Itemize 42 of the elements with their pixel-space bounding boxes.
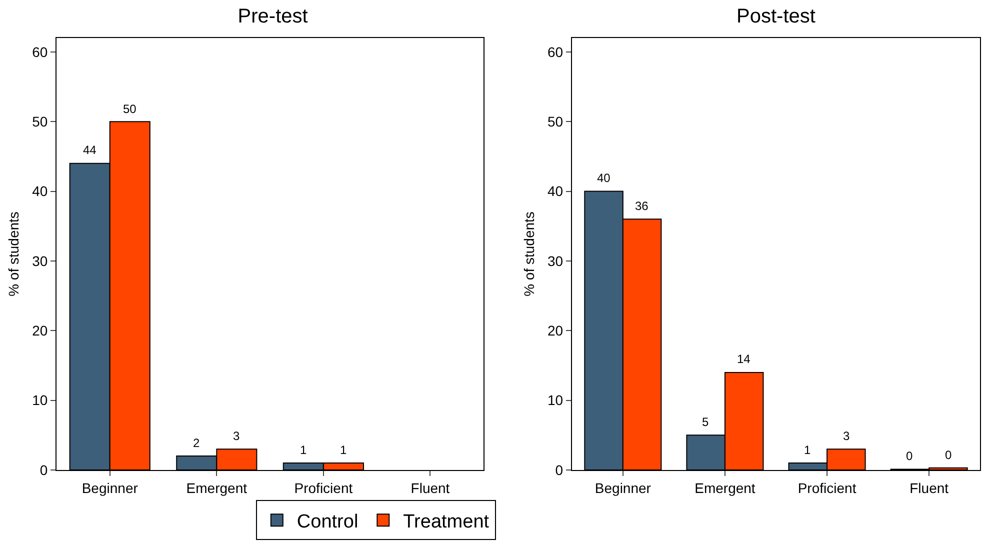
data-label: 2 <box>193 436 200 450</box>
legend-label: Treatment <box>403 512 490 532</box>
y-tick-label: 60 <box>32 44 48 60</box>
x-tick-label: Fluent <box>410 480 450 496</box>
y-tick-label: 10 <box>32 392 48 408</box>
data-label: 1 <box>804 443 811 457</box>
x-tick-label: Proficient <box>294 480 353 496</box>
data-label: 3 <box>843 429 850 443</box>
x-tick-label: Emergent <box>694 480 756 496</box>
y-tick-label: 30 <box>32 252 48 269</box>
chart-title: Post-test <box>736 5 816 28</box>
data-label: 14 <box>737 352 751 366</box>
data-label: 36 <box>635 199 649 213</box>
data-label: 0 <box>906 449 913 463</box>
chart-title: Pre-test <box>238 5 308 28</box>
y-tick-label: 20 <box>32 322 48 339</box>
x-tick-label: Proficient <box>798 480 856 496</box>
y-tick-label: 60 <box>548 44 564 60</box>
x-tick-label: Emergent <box>186 480 248 496</box>
y-axis-title: % of students <box>520 212 537 296</box>
x-tick-label: Beginner <box>82 480 138 496</box>
data-label: 3 <box>233 429 240 443</box>
y-tick-label: 0 <box>555 462 564 478</box>
y-tick-label: 0 <box>40 462 48 478</box>
data-label: 1 <box>300 443 307 457</box>
y-axis-title: % of students <box>5 212 22 296</box>
y-tick-label: 50 <box>32 114 48 130</box>
data-label: 40 <box>597 171 611 185</box>
data-label: 44 <box>83 143 97 157</box>
y-tick-label: 40 <box>32 183 48 200</box>
data-label: 1 <box>340 443 347 457</box>
y-tick-label: 30 <box>548 252 564 269</box>
y-tick-label: 40 <box>548 183 564 200</box>
x-tick-label: Fluent <box>910 480 949 496</box>
y-tick-label: 10 <box>548 392 564 408</box>
legend-label: Control <box>296 512 358 532</box>
data-label: 5 <box>702 415 709 429</box>
data-label: 0 <box>945 448 952 462</box>
y-tick-label: 20 <box>548 322 564 339</box>
y-tick-label: 50 <box>548 114 564 130</box>
x-tick-label: Beginner <box>594 480 652 496</box>
data-label: 50 <box>123 102 137 116</box>
